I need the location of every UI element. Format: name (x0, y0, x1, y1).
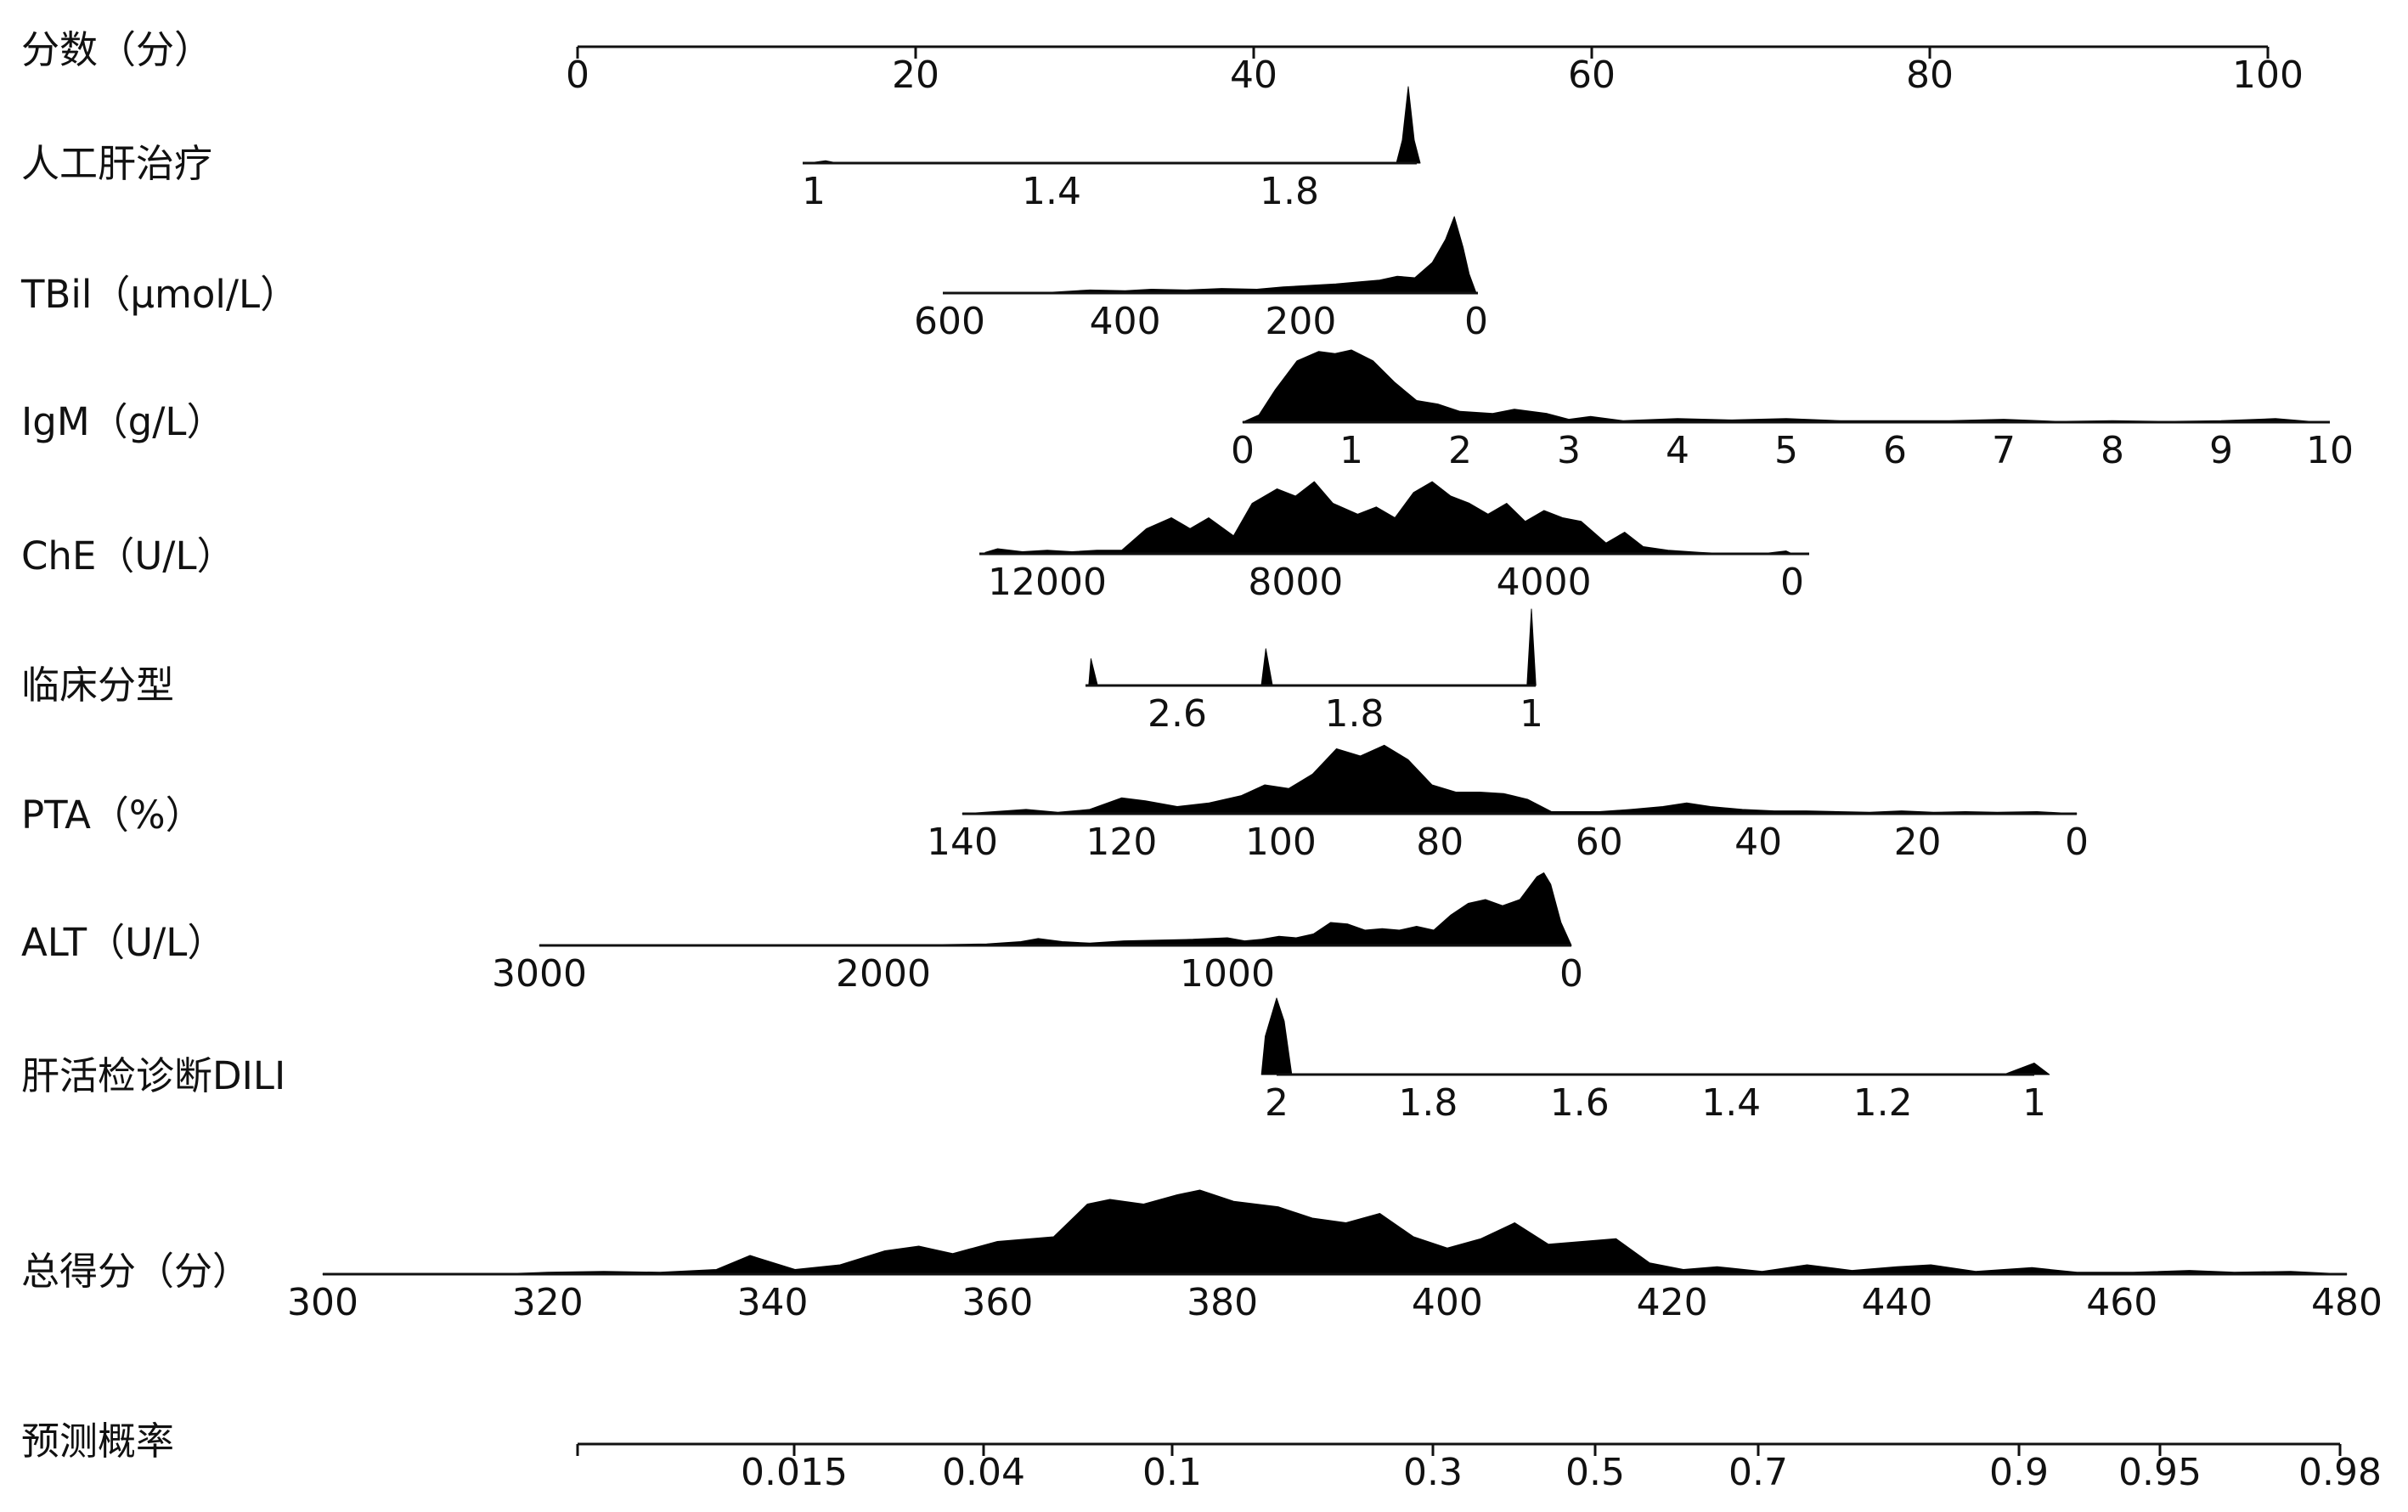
density-alsys (813, 86, 1421, 164)
tick-label-pta: 0 (2065, 821, 2089, 864)
density-tbil (949, 216, 1477, 294)
tick-label-prob: 0.1 (1142, 1451, 1202, 1494)
row-label-total: 总得分（分） (21, 1249, 251, 1294)
tick-label-alsys: 1.4 (1022, 170, 1081, 213)
tick-label-biopsy: 1.2 (1853, 1081, 1913, 1125)
tick-label-alt: 1000 (1180, 952, 1275, 996)
tick-label-tbil: 0 (1464, 300, 1488, 343)
tick-label-points: 100 (2232, 54, 2304, 97)
tick-label-igm: 0 (1231, 429, 1255, 472)
tick-label-igm: 5 (1774, 429, 1798, 472)
tick-label-clinical_type: 1 (1520, 692, 1543, 736)
tick-label-biopsy: 2 (1265, 1081, 1289, 1125)
row-label-tbil: TBil（μmol/L） (20, 272, 298, 317)
tick-label-prob: 0.04 (942, 1451, 1025, 1494)
tick-label-total: 460 (2086, 1281, 2157, 1324)
tick-label-pta: 60 (1576, 821, 1623, 864)
tick-label-alt: 3000 (492, 952, 587, 996)
tick-label-biopsy: 1 (2022, 1081, 2046, 1125)
tick-label-total: 420 (1637, 1281, 1708, 1324)
tick-label-che: 0 (1780, 561, 1804, 604)
tick-label-tbil: 200 (1265, 300, 1336, 343)
tick-label-tbil: 400 (1090, 300, 1161, 343)
tick-label-igm: 8 (2101, 429, 2124, 472)
tick-label-che: 4000 (1497, 561, 1592, 604)
row-label-che: ChE（U/L） (21, 533, 235, 578)
row-label-prob: 预测概率 (21, 1419, 174, 1464)
density-total (322, 1189, 2348, 1275)
tick-label-igm: 9 (2209, 429, 2233, 472)
tick-label-clinical_type: 1.8 (1325, 692, 1384, 736)
tick-label-alt: 2000 (836, 952, 931, 996)
tick-label-points: 60 (1568, 54, 1616, 97)
tick-label-total: 440 (1861, 1281, 1932, 1324)
tick-label-clinical_type: 2.6 (1148, 692, 1207, 736)
row-label-points: 分数（分） (21, 27, 212, 72)
tick-label-total: 380 (1187, 1281, 1258, 1324)
tick-label-pta: 140 (927, 821, 998, 864)
density-biopsy (1260, 997, 2050, 1075)
tick-label-igm: 1 (1339, 429, 1363, 472)
tick-label-igm: 3 (1557, 429, 1581, 472)
tick-label-igm: 6 (1883, 429, 1907, 472)
tick-label-igm: 7 (1992, 429, 2016, 472)
tick-label-total: 400 (1412, 1281, 1483, 1324)
density-alt (539, 872, 1572, 946)
row-label-alsys: 人工肝治疗 (21, 141, 212, 186)
tick-label-total: 320 (512, 1281, 584, 1324)
row-label-pta: PTA（%） (21, 793, 204, 838)
row-labels: 分数（分） 人工肝治疗 TBil（μmol/L） IgM（g/L） ChE（U/L） 临床… (20, 27, 298, 1464)
tick-label-points: 80 (1906, 54, 1954, 97)
tick-label-pta: 40 (1734, 821, 1782, 864)
tick-label-total: 340 (737, 1281, 809, 1324)
tick-label-che: 12000 (988, 561, 1107, 604)
tick-label-tbil: 600 (914, 300, 985, 343)
tick-label-igm: 2 (1448, 429, 1472, 472)
tick-label-igm: 4 (1666, 429, 1689, 472)
tick-label-prob: 0.98 (2298, 1451, 2382, 1494)
density-igm (1242, 349, 2320, 423)
tick-label-pta: 120 (1086, 821, 1157, 864)
row-label-biopsy: 肝活检诊断DILI (21, 1053, 285, 1098)
density-clinical_type (1088, 608, 1537, 686)
tick-label-points: 20 (892, 54, 939, 97)
tick-label-pta: 100 (1245, 821, 1317, 864)
density-che (984, 481, 1793, 555)
tick-label-pta: 80 (1416, 821, 1463, 864)
tick-label-prob: 0.9 (1989, 1451, 2049, 1494)
tick-label-prob: 0.7 (1728, 1451, 1788, 1494)
tick-label-pta: 20 (1894, 821, 1942, 864)
tick-label-prob: 0.95 (2118, 1451, 2202, 1494)
tick-label-che: 8000 (1248, 561, 1343, 604)
row-label-alt: ALT（U/L） (21, 920, 225, 965)
tick-label-igm: 10 (2306, 429, 2354, 472)
tick-label-total: 360 (962, 1281, 1033, 1324)
tick-label-alsys: 1 (802, 170, 826, 213)
tick-label-biopsy: 1.8 (1398, 1081, 1458, 1125)
tick-label-biopsy: 1.6 (1550, 1081, 1610, 1125)
tick-label-points: 40 (1230, 54, 1277, 97)
tick-label-total: 480 (2311, 1281, 2383, 1324)
tick-label-alt: 0 (1559, 952, 1583, 996)
tick-label-biopsy: 1.4 (1701, 1081, 1761, 1125)
tick-label-prob: 0.5 (1565, 1451, 1625, 1494)
row-label-igm: IgM（g/L） (21, 399, 224, 444)
tick-label-total: 300 (287, 1281, 358, 1324)
tick-label-prob: 0.015 (741, 1451, 848, 1494)
tick-label-prob: 0.3 (1403, 1451, 1463, 1494)
density-pta (962, 744, 2078, 815)
tick-label-points: 0 (566, 54, 589, 97)
row-label-clinical_type: 临床分型 (21, 663, 174, 708)
tick-label-alsys: 1.8 (1260, 170, 1319, 213)
